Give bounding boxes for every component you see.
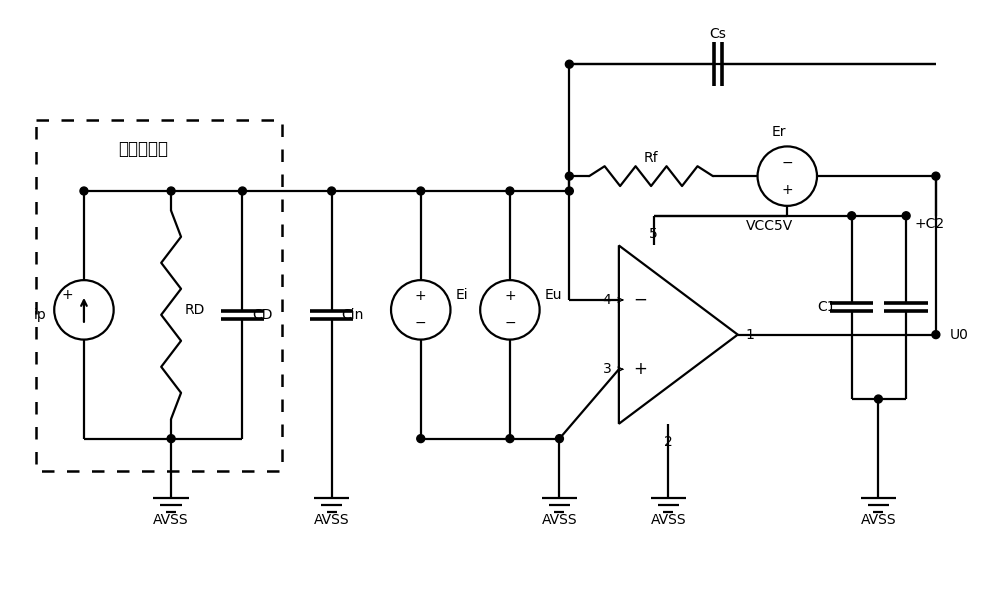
- Text: RD: RD: [185, 303, 205, 317]
- Text: CD: CD: [252, 308, 273, 322]
- Text: −: −: [504, 316, 516, 330]
- Text: Ei: Ei: [455, 288, 468, 302]
- Text: +: +: [62, 288, 73, 302]
- Circle shape: [565, 172, 573, 180]
- Text: Rf: Rf: [643, 151, 658, 165]
- Text: 光电二极管: 光电二极管: [118, 141, 168, 158]
- Circle shape: [565, 187, 573, 195]
- Text: 4: 4: [603, 293, 611, 307]
- Text: U0: U0: [950, 327, 969, 342]
- Circle shape: [902, 212, 910, 220]
- Text: −: −: [415, 316, 427, 330]
- Circle shape: [848, 212, 856, 220]
- Text: C1: C1: [817, 300, 836, 314]
- Text: AVSS: AVSS: [314, 513, 349, 527]
- Circle shape: [80, 187, 88, 195]
- Circle shape: [506, 187, 514, 195]
- Text: AVSS: AVSS: [861, 513, 896, 527]
- Circle shape: [555, 434, 563, 443]
- Text: AVSS: AVSS: [651, 513, 686, 527]
- Text: +: +: [504, 290, 516, 304]
- Circle shape: [932, 172, 940, 180]
- Text: +C2: +C2: [914, 217, 944, 230]
- Circle shape: [167, 434, 175, 443]
- Bar: [36, 119, 282, 472]
- Text: +: +: [415, 290, 427, 304]
- Circle shape: [417, 434, 425, 443]
- Text: 2: 2: [664, 434, 673, 449]
- Text: +: +: [781, 183, 793, 196]
- Circle shape: [506, 434, 514, 443]
- Circle shape: [565, 60, 573, 68]
- Text: AVSS: AVSS: [153, 513, 189, 527]
- Text: −: −: [781, 156, 793, 170]
- Text: 5: 5: [649, 226, 658, 241]
- Circle shape: [238, 187, 246, 195]
- Text: +: +: [634, 361, 648, 378]
- Text: AVSS: AVSS: [542, 513, 577, 527]
- Text: 3: 3: [603, 362, 611, 376]
- Circle shape: [874, 395, 882, 403]
- Text: −: −: [634, 291, 648, 309]
- Circle shape: [417, 187, 425, 195]
- Text: Cin: Cin: [342, 308, 364, 322]
- Circle shape: [167, 187, 175, 195]
- Text: Eu: Eu: [545, 288, 562, 302]
- Text: Er: Er: [772, 125, 787, 138]
- Text: ip: ip: [34, 308, 47, 322]
- Text: Cs: Cs: [709, 27, 726, 41]
- Circle shape: [932, 331, 940, 339]
- Text: VCC5V: VCC5V: [746, 219, 793, 233]
- Text: 1: 1: [745, 327, 754, 342]
- Circle shape: [328, 187, 336, 195]
